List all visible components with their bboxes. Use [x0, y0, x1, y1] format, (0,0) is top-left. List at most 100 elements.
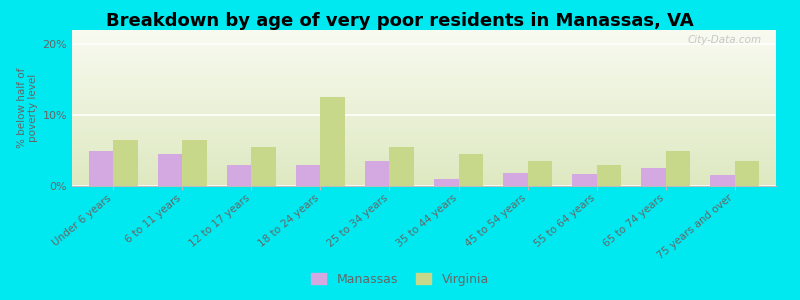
Bar	[72, 102, 776, 103]
Bar	[72, 147, 776, 148]
Bar	[72, 131, 776, 133]
Bar	[72, 77, 776, 78]
Text: Breakdown by age of very poor residents in Manassas, VA: Breakdown by age of very poor residents …	[106, 12, 694, 30]
Bar	[72, 122, 776, 124]
Bar	[72, 144, 776, 146]
Bar	[72, 39, 776, 41]
Bar	[72, 164, 776, 166]
Bar	[72, 173, 776, 175]
Bar	[72, 153, 776, 155]
Bar	[72, 152, 776, 153]
Bar	[72, 30, 776, 31]
Bar	[158, 154, 182, 186]
Bar	[296, 165, 321, 186]
Bar	[527, 161, 552, 186]
Bar	[251, 147, 276, 186]
Bar	[72, 181, 776, 183]
Bar	[72, 80, 776, 82]
Bar	[72, 43, 776, 44]
Bar	[72, 58, 776, 60]
Bar	[72, 108, 776, 110]
Bar	[72, 52, 776, 53]
Bar	[72, 110, 776, 111]
Bar	[72, 95, 776, 97]
Bar	[72, 47, 776, 49]
Bar	[72, 89, 776, 91]
Bar	[72, 127, 776, 128]
Bar	[72, 85, 776, 86]
Bar	[72, 128, 776, 130]
Bar	[90, 151, 114, 186]
Bar	[182, 140, 206, 186]
Bar	[72, 60, 776, 61]
Bar	[458, 154, 482, 186]
Bar	[72, 133, 776, 134]
Bar	[72, 66, 776, 68]
Bar	[72, 178, 776, 180]
Bar	[72, 105, 776, 106]
Bar	[72, 163, 776, 164]
Bar	[72, 68, 776, 69]
Bar	[72, 33, 776, 35]
Bar	[366, 161, 390, 186]
Bar	[72, 78, 776, 80]
Bar	[72, 116, 776, 117]
Bar	[597, 165, 621, 186]
Bar	[72, 50, 776, 52]
Bar	[72, 32, 776, 33]
Bar	[72, 167, 776, 169]
Bar	[72, 114, 776, 116]
Bar	[72, 156, 776, 158]
Bar	[72, 38, 776, 39]
Bar	[72, 161, 776, 163]
Y-axis label: % below half of
poverty level: % below half of poverty level	[17, 68, 38, 148]
Bar	[72, 119, 776, 121]
Bar	[72, 106, 776, 108]
Bar	[666, 151, 690, 186]
Bar	[72, 86, 776, 88]
Bar	[72, 130, 776, 131]
Bar	[72, 75, 776, 77]
Bar	[72, 166, 776, 167]
Bar	[72, 103, 776, 105]
Bar	[72, 170, 776, 172]
Bar	[72, 53, 776, 55]
Bar	[114, 140, 138, 186]
Bar	[227, 165, 251, 186]
Bar	[72, 148, 776, 150]
Bar	[72, 136, 776, 138]
Bar	[72, 138, 776, 139]
Bar	[72, 35, 776, 36]
Bar	[72, 83, 776, 85]
Bar	[72, 36, 776, 38]
Bar	[434, 179, 458, 186]
Bar	[72, 124, 776, 125]
Bar	[72, 158, 776, 160]
Bar	[72, 94, 776, 95]
Bar	[72, 88, 776, 89]
Bar	[72, 49, 776, 50]
Bar	[72, 41, 776, 43]
Bar	[72, 44, 776, 46]
Bar	[72, 70, 776, 72]
Bar	[72, 117, 776, 119]
Bar	[72, 183, 776, 184]
Bar	[72, 72, 776, 74]
Bar	[710, 176, 734, 186]
Bar	[72, 56, 776, 58]
Bar	[72, 142, 776, 144]
Bar	[72, 92, 776, 94]
Bar	[72, 46, 776, 47]
Bar	[72, 177, 776, 178]
Bar	[72, 63, 776, 64]
Bar	[72, 91, 776, 92]
Bar	[72, 134, 776, 136]
Bar	[72, 99, 776, 100]
Bar	[72, 61, 776, 63]
Bar	[72, 169, 776, 170]
Bar	[572, 174, 597, 186]
Bar	[72, 175, 776, 177]
Bar	[72, 111, 776, 113]
Bar	[72, 146, 776, 147]
Bar	[72, 121, 776, 122]
